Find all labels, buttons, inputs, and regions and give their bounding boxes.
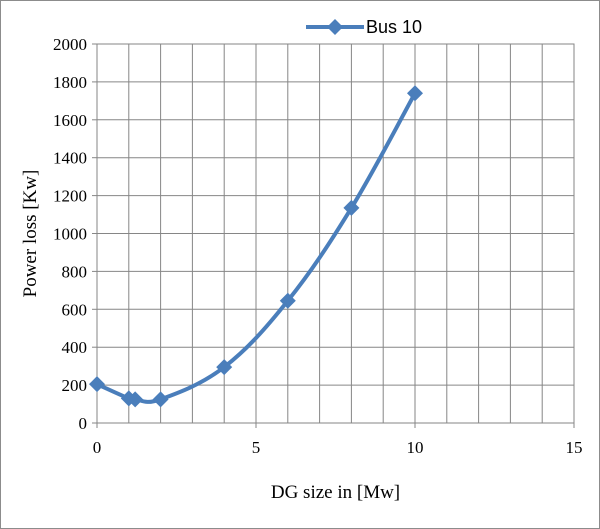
legend-label: Bus 10 — [366, 17, 422, 37]
data-point — [89, 376, 105, 393]
x-tick-label: 5 — [252, 438, 261, 457]
y-tick-label: 2000 — [53, 35, 87, 54]
data-point — [152, 391, 169, 408]
x-tick-label: 0 — [93, 438, 102, 457]
y-tick-label: 1600 — [53, 111, 87, 130]
x-tick-label: 10 — [407, 438, 424, 457]
legend-marker — [327, 19, 343, 35]
data-point — [407, 85, 423, 102]
y-axis-ticks: 0 200 400 600 800 1000 1200 1400 1600 1800 2000 — [53, 35, 97, 433]
y-tick-label: 800 — [62, 262, 88, 281]
y-tick-label: 1000 — [53, 225, 87, 244]
y-tick-label: 1200 — [53, 187, 87, 206]
y-tick-label: 1800 — [53, 73, 87, 92]
x-axis-ticks: 0 5 10 15 — [93, 423, 583, 457]
x-tick-label: 15 — [566, 438, 583, 457]
data-point — [343, 199, 360, 216]
y-tick-label: 0 — [79, 414, 88, 433]
y-tick-label: 200 — [62, 376, 88, 395]
y-tick-label: 1400 — [53, 149, 87, 168]
series-layer — [89, 85, 423, 408]
data-point — [127, 391, 144, 408]
legend: Bus 10 — [306, 17, 422, 37]
data-point — [216, 359, 233, 376]
y-tick-label: 600 — [62, 300, 88, 319]
x-axis-label: DG size in [Mw] — [271, 482, 400, 503]
y-axis-label: Power loss [Kw] — [20, 170, 41, 298]
data-point — [279, 292, 296, 309]
y-tick-label: 400 — [62, 338, 88, 357]
